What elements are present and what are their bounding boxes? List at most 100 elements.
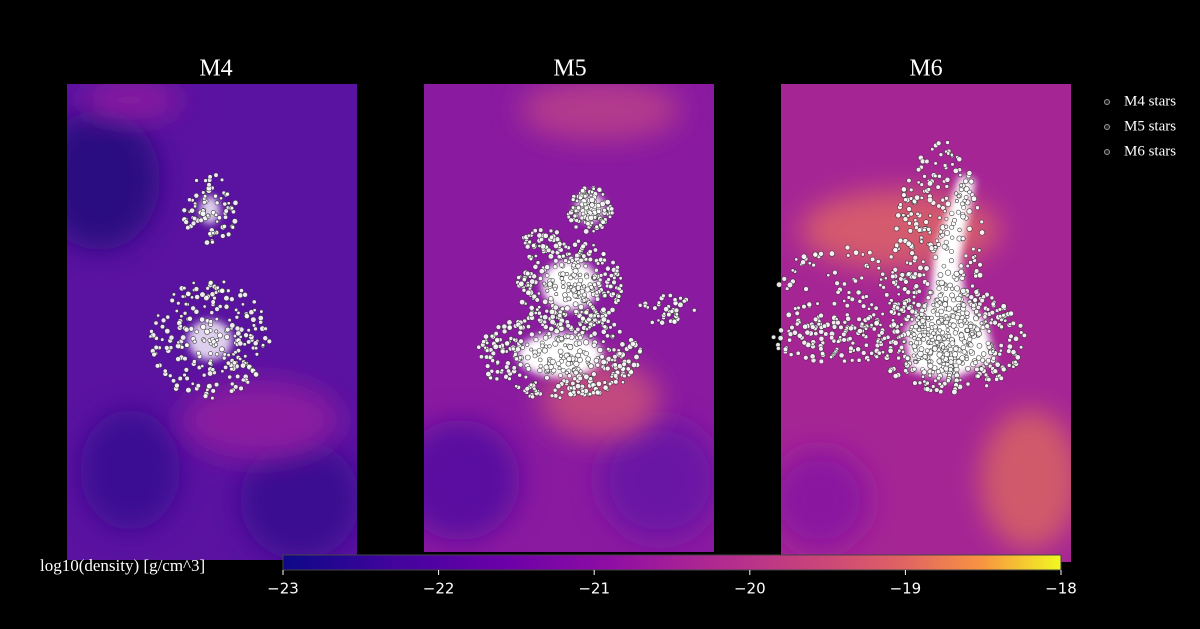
- star: [887, 301, 892, 306]
- star: [179, 314, 184, 319]
- star: [591, 330, 598, 337]
- star: [821, 323, 828, 329]
- star: [571, 262, 576, 268]
- star: [914, 194, 921, 201]
- star: [174, 309, 179, 313]
- star: [631, 361, 638, 368]
- star: [878, 283, 883, 288]
- star: [642, 303, 648, 309]
- star: [959, 355, 966, 362]
- star: [912, 380, 918, 386]
- star: [927, 290, 933, 295]
- star: [529, 278, 536, 285]
- star: [514, 356, 519, 362]
- star: [954, 314, 961, 321]
- star: [884, 292, 890, 298]
- star: [201, 372, 207, 378]
- star: [516, 275, 522, 280]
- star: [914, 340, 920, 346]
- star: [936, 351, 943, 358]
- star: [252, 340, 259, 347]
- star: [921, 272, 926, 277]
- star: [604, 199, 611, 206]
- star: [512, 337, 517, 342]
- star: [602, 293, 608, 298]
- star: [945, 327, 950, 332]
- star: [180, 334, 187, 341]
- star: [517, 330, 523, 336]
- star: [956, 194, 961, 199]
- star: [787, 337, 793, 343]
- star: [656, 300, 662, 305]
- star: [524, 386, 530, 392]
- star: [948, 359, 954, 365]
- star: [566, 288, 571, 293]
- star: [850, 358, 855, 363]
- star: [160, 337, 165, 342]
- star: [533, 337, 539, 343]
- star: [544, 264, 551, 270]
- star: [926, 226, 932, 232]
- star: [238, 356, 243, 361]
- star: [913, 218, 918, 223]
- star: [611, 322, 617, 328]
- star: [937, 328, 942, 333]
- star: [608, 273, 614, 279]
- star: [233, 350, 238, 355]
- star: [894, 242, 900, 248]
- star: [222, 352, 227, 357]
- star: [544, 375, 550, 381]
- star: [560, 271, 566, 277]
- star: [494, 337, 501, 343]
- star: [229, 322, 236, 329]
- star: [801, 339, 808, 346]
- star: [192, 339, 197, 344]
- star: [919, 307, 925, 314]
- star: [963, 253, 969, 259]
- star: [905, 314, 911, 320]
- star: [633, 353, 640, 361]
- star: [171, 378, 177, 384]
- star: [652, 305, 658, 311]
- star: [1013, 359, 1018, 365]
- star: [612, 354, 618, 360]
- star: [514, 384, 519, 389]
- star: [543, 364, 550, 371]
- legend-marker: [1104, 149, 1110, 155]
- star: [234, 325, 241, 332]
- star: [940, 197, 946, 203]
- star: [883, 276, 888, 281]
- star: [809, 324, 816, 330]
- star: [576, 340, 583, 346]
- star: [251, 323, 257, 328]
- star: [924, 386, 931, 393]
- star: [549, 393, 555, 399]
- star: [193, 286, 200, 292]
- star: [532, 353, 538, 359]
- star: [243, 332, 249, 338]
- star: [612, 275, 617, 281]
- star: [557, 313, 563, 319]
- star: [944, 184, 950, 189]
- star: [554, 292, 559, 297]
- star: [544, 273, 550, 278]
- star: [593, 267, 599, 273]
- star: [240, 377, 246, 383]
- star: [572, 213, 578, 219]
- star: [193, 308, 200, 315]
- star: [199, 316, 206, 323]
- star: [922, 174, 927, 179]
- star: [816, 322, 821, 327]
- star: [776, 281, 783, 288]
- star: [931, 345, 938, 352]
- star: [580, 243, 586, 250]
- star: [561, 253, 566, 259]
- star: [223, 214, 229, 220]
- star: [867, 249, 873, 256]
- star: [188, 326, 195, 332]
- star: [583, 205, 589, 211]
- star: [951, 388, 958, 396]
- star: [200, 210, 207, 217]
- star: [595, 380, 602, 387]
- star: [871, 312, 877, 318]
